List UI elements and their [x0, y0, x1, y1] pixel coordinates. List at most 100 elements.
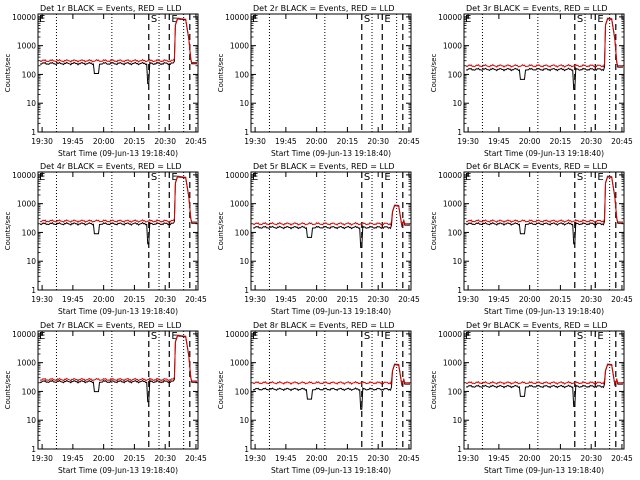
panel-7-ytick-label: 10 [26, 416, 36, 425]
panel-7-ytick-label: 1 [31, 445, 36, 454]
panel-3-ytick-label: 10000 [438, 13, 462, 22]
panel-3-ylabel: Counts/sec [430, 54, 438, 93]
panel-3-frame [463, 13, 625, 133]
panel-2-xtick-label: 19:30 [244, 137, 266, 146]
panel-5-marker-e: E [384, 172, 390, 183]
panel-8-marker-e-left: E [252, 331, 258, 342]
panel-1: Det 1r BLACK = Events, RED = LLD Counts/s… [4, 4, 207, 158]
panel-5-ytick-label: 1 [244, 286, 249, 295]
panel-8-xtick-label: 20:30 [367, 454, 389, 463]
panel-9-ytick-label: 1000 [443, 359, 462, 368]
panel-7-xtick-label: 20:15 [124, 454, 146, 463]
panel-7-series-lld [39, 334, 197, 382]
panel-3-title: Det 3r BLACK = Events, RED = LLD [466, 4, 608, 13]
panel-2-xtick-label: 20:00 [306, 137, 328, 146]
panel-1-marker-e: E [171, 14, 177, 25]
panel-4-marker-e: E [171, 172, 177, 183]
panel-1-xtick-label: 20:15 [124, 137, 146, 146]
panel-6: Det 6r BLACK = Events, RED = LLD Counts/s… [430, 162, 633, 316]
panel-3-marker-e: E [597, 14, 603, 25]
panel-2: Det 2r BLACK = Events, RED = LLD Counts/s… [217, 4, 420, 158]
panel-8-xtick-label: 19:45 [275, 454, 297, 463]
panel-4-ytick-label: 100 [22, 228, 37, 237]
panel-1-xlabel: Start Time (09-Jun-13 19:18:40) [58, 149, 178, 158]
panel-4-xtick-label: 19:30 [31, 295, 53, 304]
panel-4-ytick-label: 1000 [17, 200, 36, 209]
panel-3-xtick-label: 20:15 [550, 137, 572, 146]
panel-2-ytick-label: 1 [244, 128, 249, 137]
panel-7-title: Det 7r BLACK = Events, RED = LLD [40, 321, 182, 330]
panel-6-xtick-label: 20:15 [550, 295, 572, 304]
panel-1-xtick-label: 20:45 [185, 137, 207, 146]
panel-9-title: Det 9r BLACK = Events, RED = LLD [466, 321, 608, 330]
panel-9-ytick-label: 10 [452, 416, 462, 425]
panel-9-xtick-label: 20:00 [519, 454, 541, 463]
panel-6-xtick-label: 19:45 [488, 295, 510, 304]
panel-2-title: Det 2r BLACK = Events, RED = LLD [253, 4, 395, 13]
panel-9-marker-e-left: E [465, 331, 471, 342]
panel-8-xlabel: Start Time (09-Jun-13 19:18:40) [271, 466, 391, 475]
panel-5-ytick-label: 100 [235, 228, 250, 237]
panel-3-xtick-label: 20:30 [580, 137, 602, 146]
panel-3-xtick-label: 20:45 [611, 137, 633, 146]
panel-5-xtick-label: 20:45 [398, 295, 420, 304]
panel-2-xlabel: Start Time (09-Jun-13 19:18:40) [271, 149, 391, 158]
panel-5-series-lld [252, 204, 410, 227]
panel-2-ytick-label: 1000 [230, 42, 249, 51]
panel-6-xtick-label: 20:30 [580, 295, 602, 304]
panel-8-ytick-label: 10 [239, 416, 249, 425]
panel-5-ytick-label: 1000 [230, 200, 249, 209]
panel-8-frame [250, 330, 412, 450]
panel-6-title: Det 6r BLACK = Events, RED = LLD [466, 162, 608, 171]
panel-7-xtick-label: 19:30 [31, 454, 53, 463]
panel-3-ytick-label: 10 [452, 99, 462, 108]
panel-9-ylabel: Counts/sec [430, 371, 438, 410]
panel-4-xtick-label: 20:15 [124, 295, 146, 304]
panel-7-series-events [39, 335, 197, 403]
panel-8-ytick-label: 100 [235, 387, 250, 396]
panel-2-ylabel: Counts/sec [217, 54, 225, 93]
panel-8-xtick-label: 20:15 [337, 454, 359, 463]
panel-2-xtick-label: 20:15 [337, 137, 359, 146]
panel-3-xtick-label: 20:00 [519, 137, 541, 146]
panel-8: Det 8r BLACK = Events, RED = LLD Counts/s… [217, 321, 420, 475]
panel-9-xtick-label: 19:30 [457, 454, 479, 463]
panel-1-marker-s: S [151, 14, 157, 25]
panel-5-xtick-label: 19:45 [275, 295, 297, 304]
panel-2-ytick-label: 10000 [225, 13, 249, 22]
panel-8-ytick-label: 1 [244, 445, 249, 454]
panel-9-frame [463, 330, 625, 450]
panel-1-series-events [39, 18, 197, 85]
panel-7-marker-s: S [151, 331, 157, 342]
panel-1-marker-e-left: E [39, 14, 45, 25]
panel-7: Det 7r BLACK = Events, RED = LLD Counts/s… [4, 321, 207, 475]
panel-9-series-events [465, 364, 623, 407]
panel-7-xlabel: Start Time (09-Jun-13 19:18:40) [58, 466, 178, 475]
panel-9-ytick-label: 10000 [438, 330, 462, 339]
panel-6-marker-s: S [577, 172, 583, 183]
panel-5-marker-e-left: E [252, 172, 258, 183]
panel-6-xtick-label: 20:00 [519, 295, 541, 304]
panel-1-xtick-label: 19:30 [31, 137, 53, 146]
panel-1-ytick-label: 1 [31, 128, 36, 137]
panel-8-ytick-label: 1000 [230, 359, 249, 368]
panel-5-xtick-label: 20:15 [337, 295, 359, 304]
panel-7-marker-e: E [171, 331, 177, 342]
panel-9-xtick-label: 19:45 [488, 454, 510, 463]
panel-5-ylabel: Counts/sec [217, 212, 225, 251]
panel-9-xlabel: Start Time (09-Jun-13 19:18:40) [484, 466, 604, 475]
panel-4-title: Det 4r BLACK = Events, RED = LLD [40, 162, 182, 171]
panel-5-xtick-label: 20:30 [367, 295, 389, 304]
panel-2-marker-s: S [364, 14, 370, 25]
panel-9-ytick-label: 1 [457, 445, 462, 454]
panel-6-xlabel: Start Time (09-Jun-13 19:18:40) [484, 307, 604, 316]
panel-7-ytick-label: 1000 [17, 359, 36, 368]
panel-6-ylabel: Counts/sec [430, 212, 438, 251]
panel-4-xtick-label: 20:00 [93, 295, 115, 304]
panel-3-ytick-label: 1000 [443, 42, 462, 51]
panel-7-ytick-label: 10000 [12, 330, 36, 339]
panel-8-ytick-label: 10000 [225, 330, 249, 339]
panel-7-xtick-label: 19:45 [62, 454, 84, 463]
panel-2-marker-e-left: E [252, 14, 258, 25]
panel-5-ytick-label: 10000 [225, 171, 249, 180]
